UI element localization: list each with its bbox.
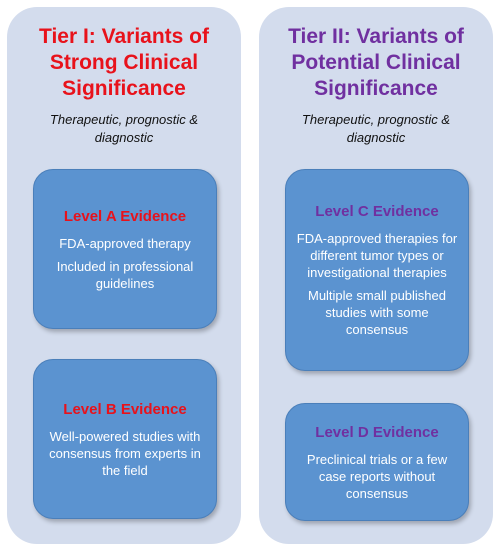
level-a-line-1: FDA-approved therapy bbox=[59, 235, 191, 251]
level-a-line-2: Included in professional guidelines bbox=[56, 258, 194, 291]
level-a-heading: Level A Evidence bbox=[63, 207, 187, 225]
level-c-box: Level C Evidence FDA-approved therapies … bbox=[285, 169, 469, 371]
tier-1-panel: Tier I: Variants of Strong Clinical Sign… bbox=[7, 7, 241, 544]
tier-2-panel: Tier II: Variants of Potential Clinical … bbox=[259, 7, 493, 544]
level-b-box: Level B Evidence Well-powered studies wi… bbox=[33, 359, 217, 519]
tier-2-subtitle: Therapeutic, prognostic & diagnostic bbox=[301, 112, 451, 145]
level-c-heading: Level C Evidence bbox=[315, 203, 439, 220]
level-b-line-1: Well-powered studies with consensus from… bbox=[49, 428, 201, 478]
level-b-heading: Level B Evidence bbox=[63, 400, 187, 418]
tier-1-subtitle: Therapeutic, prognostic & diagnostic bbox=[49, 112, 199, 145]
level-d-heading: Level D Evidence bbox=[315, 423, 439, 441]
level-c-line-2: Multiple small published studies with so… bbox=[307, 288, 446, 337]
tier-1-title: Tier I: Variants of Strong Clinical Sign… bbox=[39, 25, 209, 100]
level-c-line-1: FDA-approved therapies for different tum… bbox=[296, 231, 458, 280]
level-d-box: Level D Evidence Preclinical trials or a… bbox=[285, 403, 469, 521]
level-a-box: Level A Evidence FDA-approved therapy In… bbox=[33, 169, 217, 329]
tier-2-title: Tier II: Variants of Potential Clinical … bbox=[288, 25, 464, 100]
level-d-line-1: Preclinical trials or a few case reports… bbox=[306, 451, 448, 501]
